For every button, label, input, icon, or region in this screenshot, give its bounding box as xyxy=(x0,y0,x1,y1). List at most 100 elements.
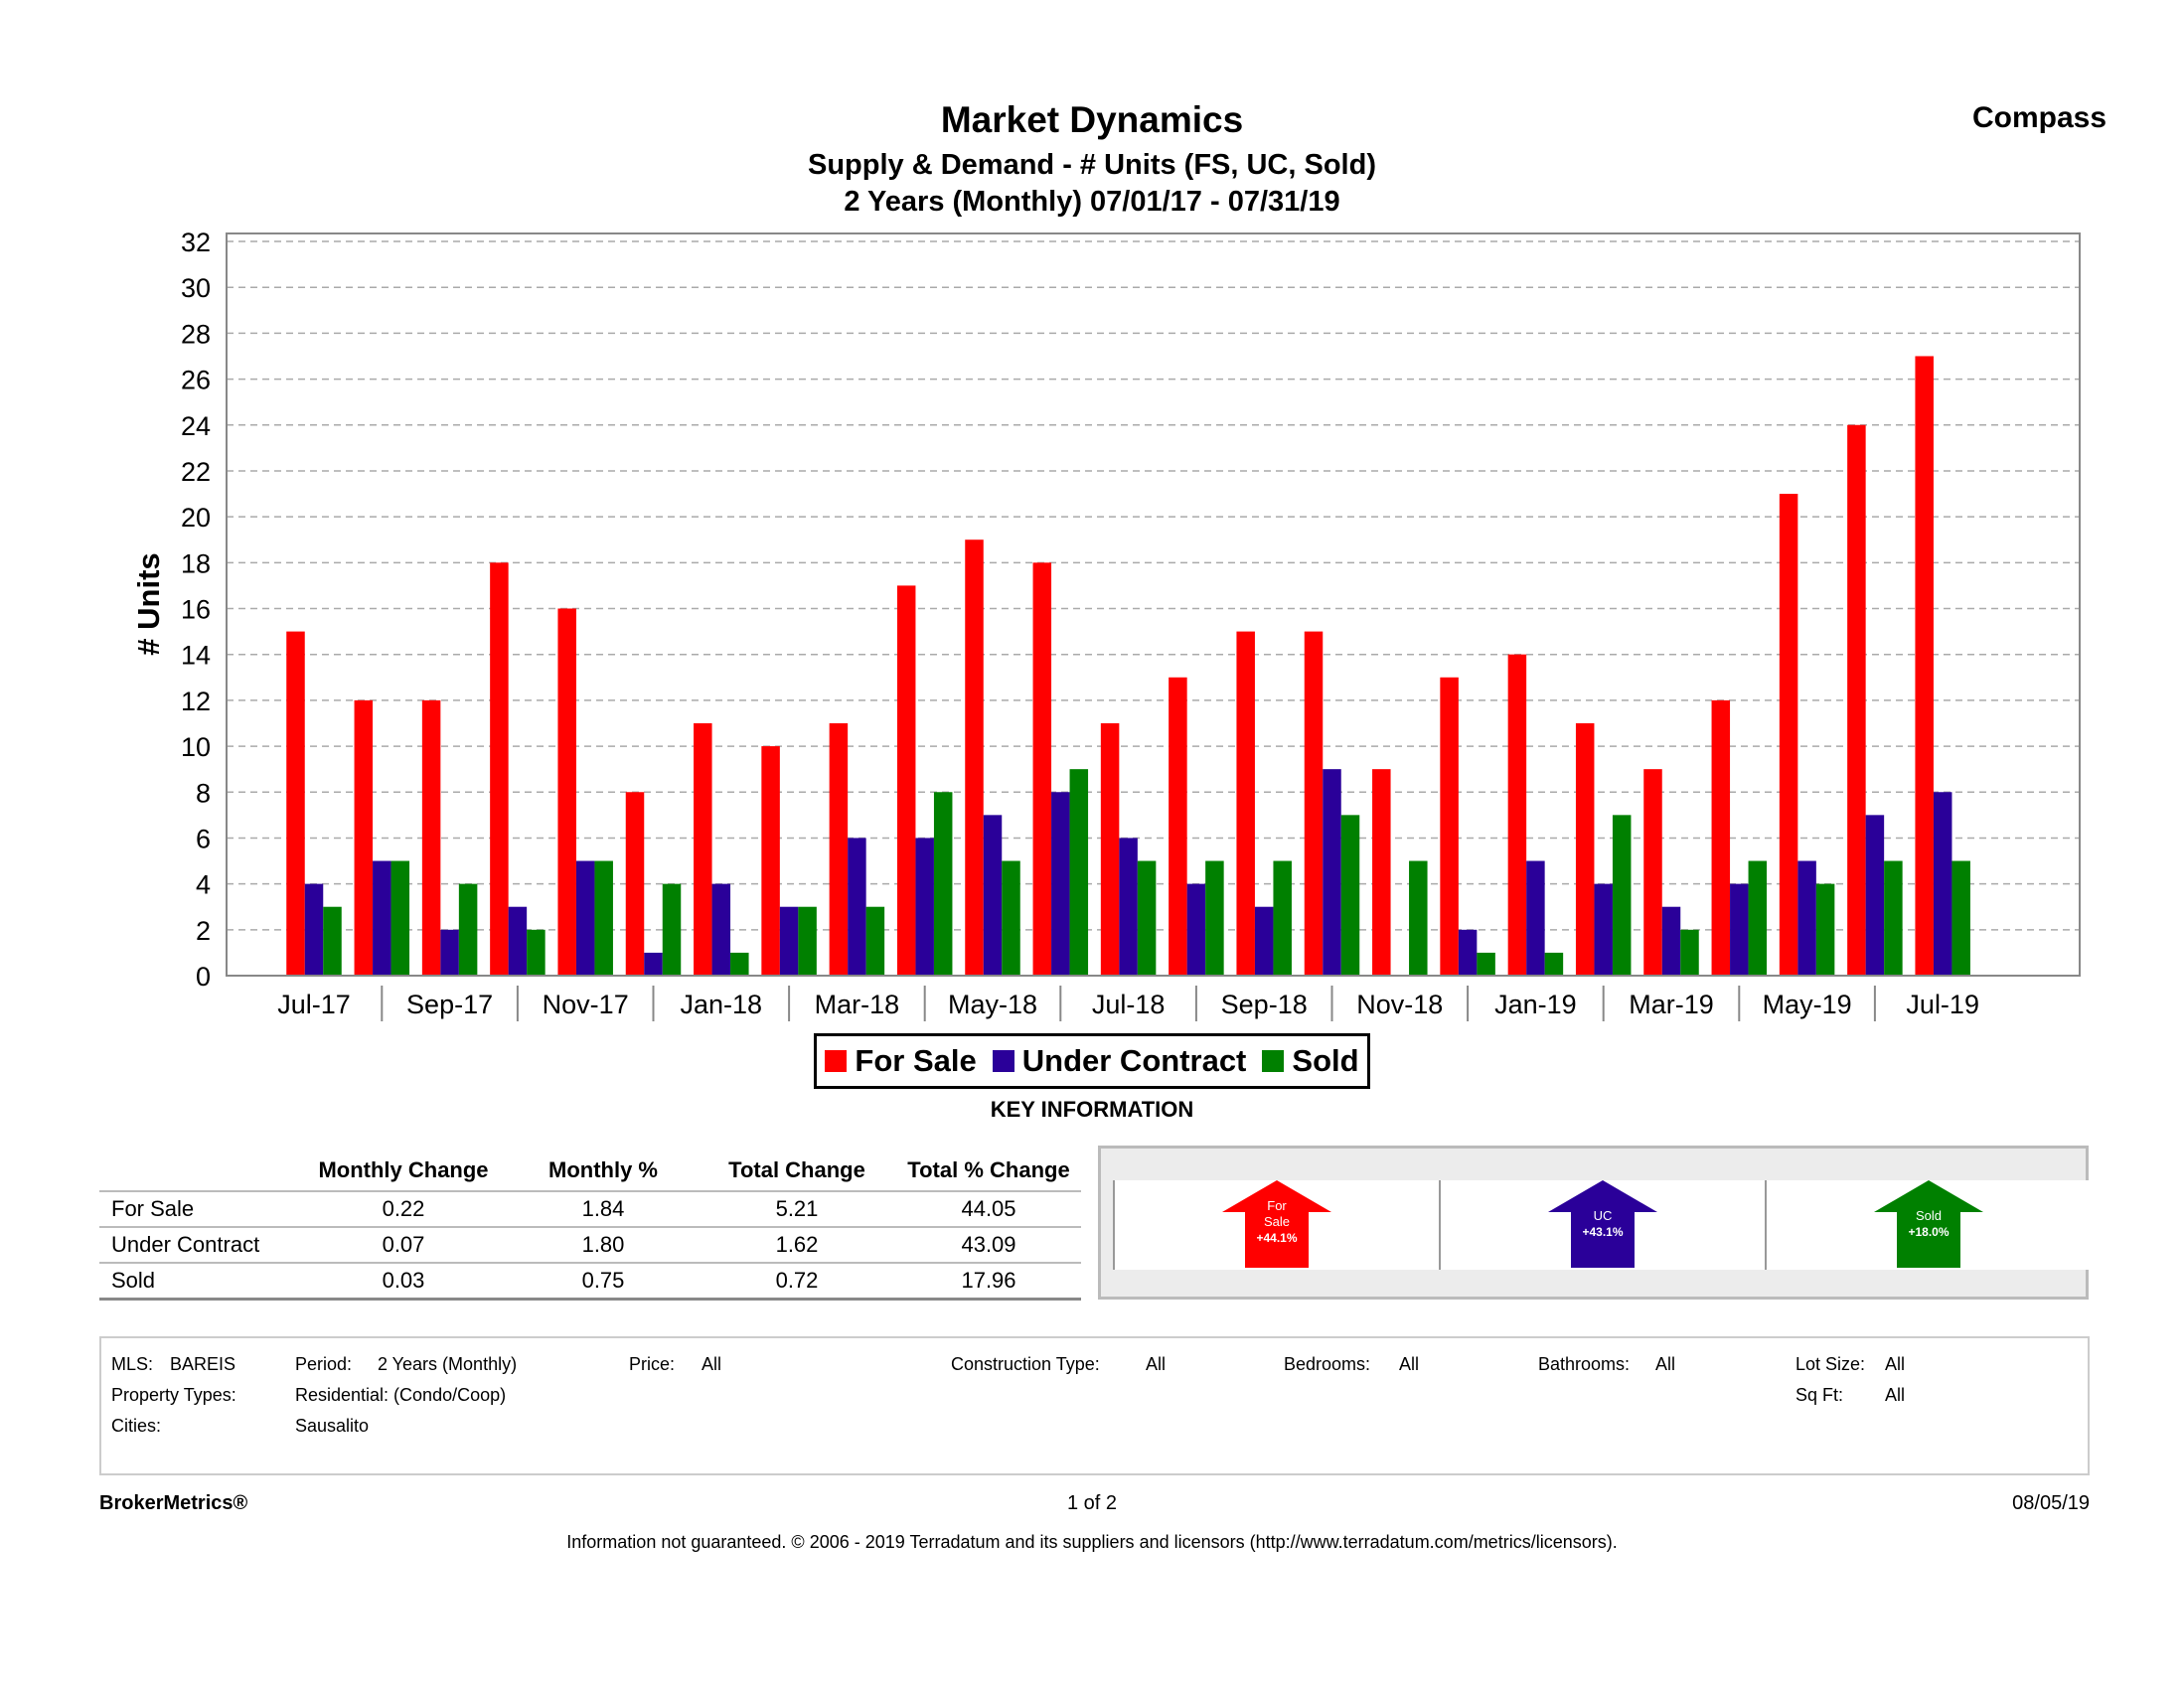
y-axis-label: # Units xyxy=(131,552,166,655)
bathrooms-label: Bathrooms: xyxy=(1538,1354,1631,1374)
cities-value: Sausalito xyxy=(295,1416,370,1436)
bar-for-sale xyxy=(421,699,441,976)
y-tick-label: 20 xyxy=(181,503,211,533)
bar-sold xyxy=(933,792,953,976)
x-tick-label: Sep-17 xyxy=(406,990,493,1019)
table-header: Monthly % xyxy=(509,1151,698,1192)
bar-for-sale xyxy=(354,699,374,976)
table-row: Sold 0.03 0.75 0.72 17.96 xyxy=(99,1263,1081,1301)
table-cell: 0.22 xyxy=(298,1191,509,1228)
mls-value: BAREIS xyxy=(170,1354,236,1374)
arrow-label: For xyxy=(1267,1198,1287,1213)
y-tick-label: 10 xyxy=(181,732,211,762)
x-tick-label: Nov-17 xyxy=(543,990,629,1019)
arrow-percent: +44.1% xyxy=(1256,1231,1297,1245)
brand-name: Compass xyxy=(1971,101,2106,134)
table-header: Total Change xyxy=(698,1151,896,1192)
bar-under-contract xyxy=(1526,860,1545,976)
bar-under-contract xyxy=(1254,906,1274,976)
chart-subtitle: Supply & Demand - # Units (FS, UC, Sold) xyxy=(808,149,1376,181)
report-date: 08/05/19 xyxy=(2012,1492,2090,1514)
search-criteria-box: MLS: BAREIS Period: 2 Years (Monthly) Pr… xyxy=(99,1336,2090,1475)
bar-sold xyxy=(527,929,546,976)
bar-for-sale xyxy=(1779,494,1798,976)
bar-for-sale xyxy=(896,585,916,976)
arrow-label: UC xyxy=(1594,1208,1613,1223)
x-tick-label: Jul-17 xyxy=(277,990,351,1019)
bar-for-sale xyxy=(286,631,305,976)
bar-for-sale xyxy=(761,746,780,976)
construction-type-label: Construction Type: xyxy=(951,1354,1100,1374)
bar-under-contract xyxy=(711,883,731,976)
bar-under-contract xyxy=(1661,906,1681,976)
arrow-label: Sale xyxy=(1264,1214,1290,1229)
key-information-table: Monthly Change Monthly % Total Change To… xyxy=(99,1151,1081,1301)
table-cell: 43.09 xyxy=(896,1227,1081,1264)
bar-sold xyxy=(594,860,613,976)
y-tick-label: 18 xyxy=(181,548,211,578)
bars xyxy=(286,356,1970,976)
y-tick-label: 24 xyxy=(181,411,211,441)
bar-sold xyxy=(1477,952,1495,976)
table-cell: 44.05 xyxy=(896,1191,1081,1228)
table-cell: Under Contract xyxy=(99,1227,298,1264)
bar-sold xyxy=(730,952,749,976)
bar-under-contract xyxy=(1323,769,1341,976)
bar-under-contract xyxy=(508,906,528,976)
bar-for-sale xyxy=(1575,722,1595,976)
legend-swatch xyxy=(1262,1050,1285,1072)
x-tick-label: Nov-18 xyxy=(1356,990,1443,1019)
legend-label: For Sale xyxy=(855,1043,977,1078)
up-arrow-icon: For Sale +44.1% xyxy=(1222,1180,1331,1268)
bar-sold xyxy=(1205,860,1224,976)
table-cell: Sold xyxy=(99,1263,298,1301)
period-label: Period: xyxy=(295,1354,353,1374)
legend-label: Under Contract xyxy=(1021,1043,1247,1078)
bar-sold xyxy=(1815,883,1835,976)
x-tick-label: Jan-18 xyxy=(681,990,763,1019)
x-tick-label: Sep-18 xyxy=(1221,990,1308,1019)
bar-sold xyxy=(1002,860,1020,976)
legend-item-sold: Sold xyxy=(1262,1043,1359,1079)
bar-sold xyxy=(1409,860,1428,976)
bar-sold xyxy=(1884,860,1903,976)
bar-for-sale xyxy=(1440,677,1459,976)
bathrooms-value: All xyxy=(1655,1354,1676,1374)
arrow-label: Sold xyxy=(1916,1208,1942,1223)
bar-for-sale xyxy=(1915,356,1934,976)
y-tick-label: 6 xyxy=(196,824,211,853)
y-tick-label: 26 xyxy=(181,366,211,395)
bar-under-contract xyxy=(1186,883,1206,976)
y-tick-label: 14 xyxy=(181,641,211,671)
bar-under-contract xyxy=(1797,860,1816,976)
bar-under-contract xyxy=(644,952,663,976)
bar-sold xyxy=(1544,952,1564,976)
y-tick-label: 4 xyxy=(196,870,211,900)
bar-sold xyxy=(1680,929,1699,976)
lot-size-value: All xyxy=(1885,1354,1906,1374)
bar-for-sale xyxy=(625,792,645,976)
bar-for-sale xyxy=(694,722,712,976)
table-header: Total % Change xyxy=(896,1151,1081,1192)
sq-ft-label: Sq Ft: xyxy=(1795,1385,1844,1405)
arrow-percent: +43.1% xyxy=(1582,1225,1623,1239)
chart-date-range: 2 Years (Monthly) 07/01/17 - 07/31/19 xyxy=(844,186,1340,218)
y-tick-label: 12 xyxy=(181,687,211,716)
bar-under-contract xyxy=(440,929,459,976)
bar-sold xyxy=(1137,860,1157,976)
table-cell: 17.96 xyxy=(896,1263,1081,1301)
bar-for-sale xyxy=(1847,424,1866,976)
bar-for-sale xyxy=(1236,631,1255,976)
period-value: 2 Years (Monthly) xyxy=(378,1354,518,1374)
bar-under-contract xyxy=(304,883,324,976)
table-row: Under Contract 0.07 1.80 1.62 43.09 xyxy=(99,1227,1081,1264)
price-value: All xyxy=(702,1354,722,1374)
y-tick-label: 0 xyxy=(196,962,211,992)
y-tick-label: 16 xyxy=(181,595,211,625)
bar-under-contract xyxy=(575,860,595,976)
bar-sold xyxy=(1340,815,1360,976)
bar-sold xyxy=(390,860,410,976)
bar-under-contract xyxy=(1594,883,1613,976)
legend-item-for-sale: For Sale xyxy=(825,1043,977,1079)
y-tick-label: 22 xyxy=(181,457,211,487)
